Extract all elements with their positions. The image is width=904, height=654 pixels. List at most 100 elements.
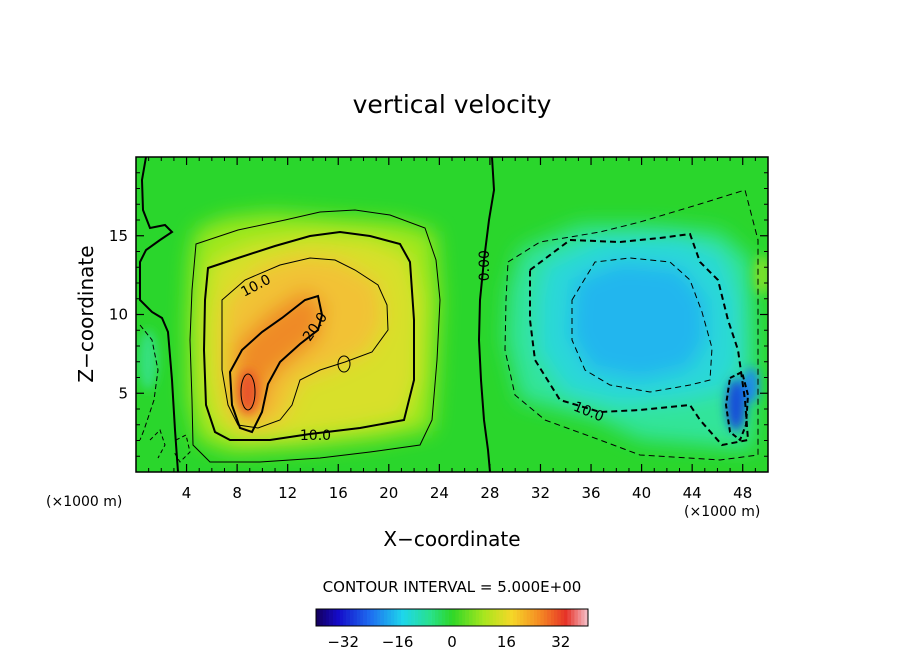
colorbar-tick-label-2: 0	[447, 633, 457, 651]
colorbar-cell	[384, 609, 388, 626]
right-edge-updraft	[754, 255, 768, 295]
colorbar-cell	[333, 609, 337, 626]
colorbar-cell	[475, 609, 480, 626]
colorbar-cell	[533, 609, 538, 626]
colorbar-cell	[584, 609, 589, 626]
contour-zero-left	[139, 157, 179, 472]
downdraft-inner	[570, 262, 706, 380]
contour-left-edge-down	[139, 324, 159, 441]
colorbar-cell	[367, 609, 371, 626]
colorbar-cell	[346, 609, 351, 626]
colorbar-cell	[455, 609, 460, 626]
colorbar-cell	[387, 609, 392, 626]
x-tick-label-16: 16	[329, 484, 348, 502]
colorbar-cell	[421, 609, 426, 626]
colorbar-cell	[465, 609, 470, 626]
colorbar-cell	[407, 609, 412, 626]
colorbar-cells	[316, 609, 589, 626]
colorbar-cell	[356, 609, 361, 626]
colorbar-cell	[557, 609, 562, 626]
contour-25-up	[240, 373, 256, 411]
x-tick-label-32: 32	[531, 484, 550, 502]
colorbar-cell	[530, 609, 534, 626]
colorbar-cell	[540, 609, 545, 626]
colorbar-cell	[343, 609, 347, 626]
contour-label-2: 10.0	[300, 428, 331, 444]
colorbar-cell	[370, 609, 375, 626]
y-tick-label-10: 10	[109, 306, 128, 324]
colorbar-cell	[377, 609, 381, 626]
colorbar-cell	[326, 609, 330, 626]
colorbar-cell	[390, 609, 395, 626]
colorbar-cell	[353, 609, 358, 626]
colorbar-cell	[581, 609, 585, 626]
colorbar-cell	[462, 609, 466, 626]
colorbar-cell	[339, 609, 344, 626]
x-tick-label-8: 8	[232, 484, 242, 502]
colorbar-cell	[506, 609, 511, 626]
colorbar-tick-label-4: 32	[551, 633, 570, 651]
contour-interval: CONTOUR INTERVAL = 5.000E+00	[323, 578, 582, 596]
colorbar-cell	[373, 609, 378, 626]
colorbar-cell	[438, 609, 443, 626]
colorbar-tick-label-0: −32	[327, 633, 359, 651]
updraft-maximum	[238, 370, 258, 414]
colorbar-tick-label-3: 16	[497, 633, 516, 651]
colorbar-cell	[520, 609, 524, 626]
chart-title: vertical velocity	[353, 90, 552, 119]
contour-15-up	[221, 257, 389, 429]
colorbar-cell	[350, 609, 354, 626]
colorbar-cell	[482, 609, 487, 626]
contour-10-up	[202, 230, 415, 441]
x-tick-label-24: 24	[430, 484, 449, 502]
colorbar-cell	[516, 609, 521, 626]
x-axis-label: X−coordinate	[383, 527, 520, 551]
colorbar-cell	[363, 609, 368, 626]
colorbar-cell	[394, 609, 398, 626]
contour-left-small-loops	[149, 429, 191, 463]
contour-zero-middle	[477, 157, 496, 472]
colorbar-cell	[411, 609, 415, 626]
contour-15-down	[571, 257, 713, 393]
colorbar-cell	[492, 609, 497, 626]
x-tick-label-28: 28	[480, 484, 499, 502]
x-unit-right: (×1000 m)	[684, 504, 760, 520]
colorbar-cell	[550, 609, 555, 626]
x-unit-left: (×1000 m)	[46, 494, 122, 510]
colorbar-cell	[401, 609, 405, 626]
colorbar-cell	[431, 609, 436, 626]
colorbar-cell	[496, 609, 500, 626]
colorbar-cell	[554, 609, 558, 626]
colorbar-ticks: −32 −16 0 16 32	[327, 633, 570, 651]
colorbar-cell	[571, 609, 575, 626]
colorbar-cell	[360, 609, 364, 626]
colorbar-cell	[577, 609, 582, 626]
colorbar-cell	[489, 609, 494, 626]
colorbar-frame	[315, 608, 589, 627]
contour-5-up	[189, 209, 441, 463]
x-tick-label-4: 4	[182, 484, 192, 502]
x-tick-label-20: 20	[379, 484, 398, 502]
x-tick-label-48: 48	[733, 484, 752, 502]
colorbar-cell	[458, 609, 463, 626]
colorbar-cell	[486, 609, 490, 626]
y-axis-label: Z−coordinate	[74, 245, 98, 382]
x-tick-label-36: 36	[581, 484, 600, 502]
colorbar-cell	[397, 609, 402, 626]
colorbar-cell	[564, 609, 568, 626]
colorbar-cell	[336, 609, 341, 626]
contour-20-up	[228, 294, 324, 434]
colorbar-cell	[574, 609, 579, 626]
y-tick-label-15: 15	[109, 227, 128, 245]
colorbar-cell	[448, 609, 453, 626]
x-tick-label-12: 12	[278, 484, 297, 502]
colorbar-cell	[543, 609, 548, 626]
x-tick-label-44: 44	[683, 484, 702, 502]
colorbar-cell	[329, 609, 334, 626]
colorbar-tick-label-1: −16	[382, 633, 414, 651]
colorbar-cell	[523, 609, 528, 626]
colorbar-cell	[418, 609, 422, 626]
colorbar-cell	[319, 609, 324, 626]
colorbar-cell	[479, 609, 483, 626]
contour-20-spot	[337, 355, 351, 373]
